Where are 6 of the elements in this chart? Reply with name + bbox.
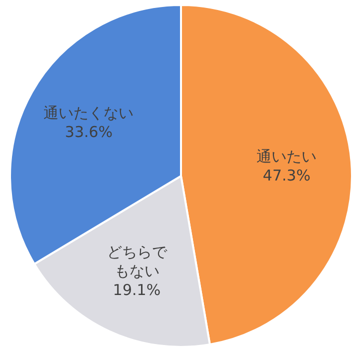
slice-label: 通いたくない bbox=[44, 104, 134, 122]
data-label: 33.6% bbox=[64, 123, 113, 142]
data-label: 47.3% bbox=[262, 166, 310, 184]
slice-label: 通いたい bbox=[256, 147, 317, 166]
data-label: 19.1% bbox=[112, 281, 161, 300]
slice-label: どちらでもない bbox=[106, 243, 168, 280]
